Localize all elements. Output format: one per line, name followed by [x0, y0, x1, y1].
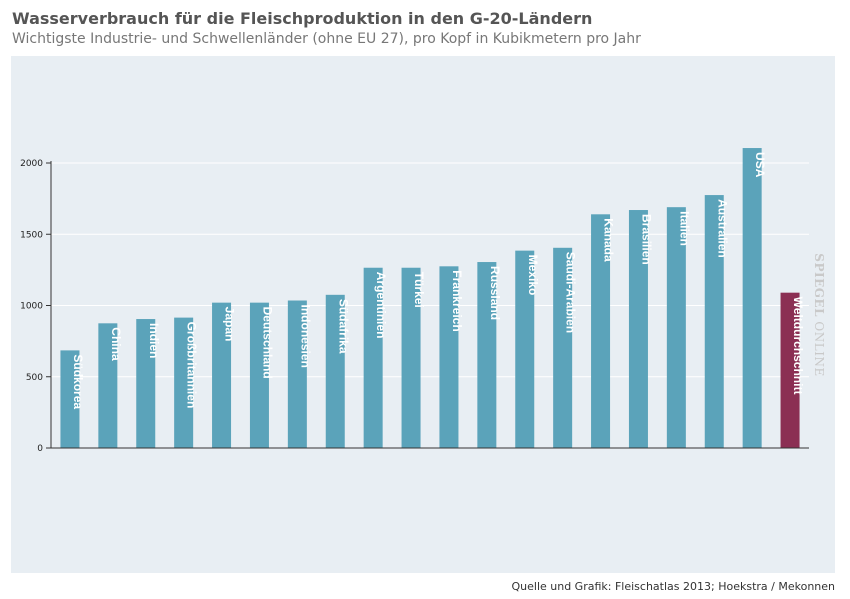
bar [780, 292, 800, 448]
bar [628, 210, 648, 448]
bar-label: Kanada [602, 218, 616, 262]
bar [174, 317, 194, 448]
bar [60, 350, 80, 448]
bar-label: Südkorea [71, 354, 85, 409]
bar-label: Russland [488, 266, 502, 320]
bar [704, 195, 724, 448]
bar [515, 250, 535, 448]
bar [666, 207, 686, 448]
bar [325, 294, 345, 448]
y-tick-label: 1500 [20, 230, 43, 240]
bar [212, 302, 232, 448]
bar-label: Indien [147, 323, 161, 358]
y-tick-label: 2000 [20, 159, 43, 169]
bar [287, 300, 307, 448]
bar-label: Argentinien [374, 272, 388, 339]
y-tick-label: 1000 [20, 302, 43, 312]
bar [742, 148, 762, 448]
bar-label: Brasilien [639, 214, 653, 265]
bar-label: Großbritannien [185, 322, 199, 409]
bar [363, 267, 383, 448]
bar [553, 247, 573, 448]
bar-label: Indonesien [298, 305, 312, 368]
chart-title: Wasserverbrauch für die Fleischproduktio… [12, 9, 593, 28]
bar-label: Saudi-Arabien [564, 252, 578, 333]
watermark-brand: SPIEGEL [812, 253, 826, 318]
bar-label: Weltdurchschnitt [791, 297, 805, 395]
bar-label: Südafrika [336, 299, 350, 354]
bar [249, 302, 269, 448]
y-tick-label: 0 [37, 444, 43, 454]
watermark-suffix: ONLINE [812, 321, 826, 377]
chart-subtitle: Wichtigste Industrie- und Schwellenlände… [12, 31, 641, 47]
bar-label: Frankreich [450, 270, 464, 331]
bar-label: USA [753, 152, 767, 178]
bar [98, 323, 118, 448]
bar-label: Australien [715, 199, 729, 258]
bar-label: Italien [677, 211, 691, 246]
bar [401, 267, 421, 448]
bar [136, 319, 156, 448]
bar [477, 262, 497, 448]
spiegel-online-watermark: SPIEGEL ONLINE [812, 253, 826, 376]
bar [439, 266, 459, 448]
chart-panel [11, 56, 835, 573]
source-note: Quelle und Grafik: Fleischatlas 2013; Ho… [511, 580, 835, 593]
bar-label: China [109, 327, 123, 361]
bar-label: Türkei [412, 272, 426, 308]
bar-label: Deutschland [260, 307, 274, 379]
y-tick-label: 500 [26, 373, 43, 383]
bar-label: Japan [223, 307, 237, 342]
bar-label: Mexiko [526, 255, 540, 296]
bar [591, 214, 611, 448]
